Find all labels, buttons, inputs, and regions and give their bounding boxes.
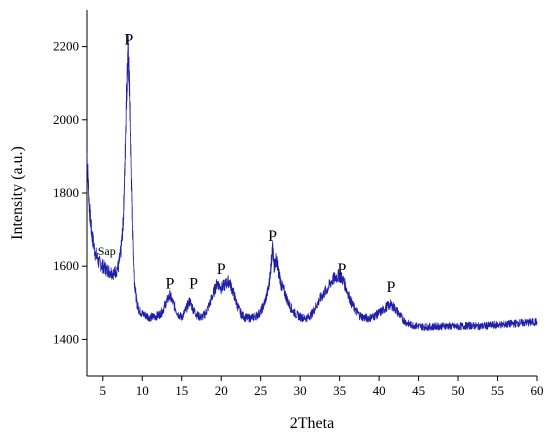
x-tick-label: 60 [531,383,544,398]
y-tick-label: 1600 [53,258,79,273]
peak-label-p: P [124,31,133,48]
peak-label-p: P [189,276,198,293]
y-tick-label: 2200 [53,39,79,54]
x-tick-label: 55 [491,383,504,398]
x-axis-title: 2Theta [290,415,334,432]
series-layer [86,33,538,332]
xrd-series-line [86,33,538,332]
y-axis-title: Intensity (a.u.) [9,146,26,240]
x-tick-label: 35 [333,383,346,398]
y-tick-label: 1800 [53,185,79,200]
x-tick-label: 10 [136,383,149,398]
x-tick-label: 15 [175,383,188,398]
x-tick-label: 5 [100,383,107,398]
x-tick-label: 45 [412,383,425,398]
x-tick-label: 20 [215,383,228,398]
peak-label-p: P [268,228,277,245]
x-ticks: 5 10 15 20 25 30 35 40 45 50 55 60 [100,376,544,398]
saponite-label: Sap [98,244,116,258]
plot-frame [86,10,537,377]
y-tick-label: 2000 [53,112,79,127]
peak-label-p: P [386,279,395,296]
y-ticks: 1400 1600 1800 2000 2200 [53,39,87,346]
x-tick-label: 25 [254,383,267,398]
peak-label-p: P [338,261,347,278]
x-tick-label: 40 [373,383,386,398]
peak-label-p: P [165,276,174,293]
peak-label-p: P [217,261,226,278]
x-tick-label: 30 [294,383,307,398]
y-tick-label: 1400 [53,331,79,346]
x-tick-label: 50 [452,383,465,398]
